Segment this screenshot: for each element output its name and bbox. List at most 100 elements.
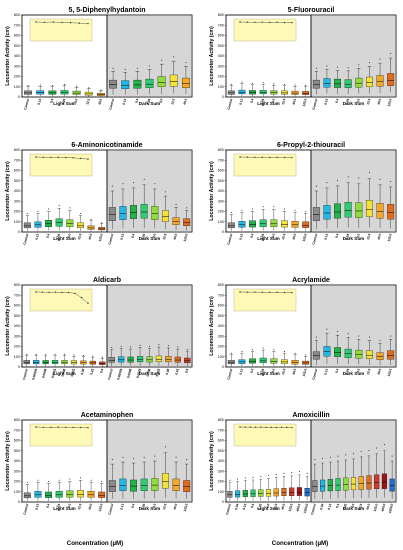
- box-light-6: [273, 488, 279, 497]
- box-light-2: [249, 358, 257, 364]
- y-tick-label: 600: [14, 304, 20, 308]
- outlier-point: [48, 208, 50, 210]
- box-light-2: [242, 490, 248, 498]
- box-light-0: [227, 491, 233, 498]
- outlier-point: [241, 209, 243, 211]
- box-dark-1: [323, 205, 331, 220]
- box-light-2: [249, 220, 257, 228]
- box-dark-2: [130, 205, 138, 219]
- outlier-point: [26, 481, 28, 483]
- category-tick-label: 0.13: [37, 98, 43, 105]
- outlier-point: [79, 477, 81, 479]
- y-tick-label: 700: [218, 23, 224, 27]
- category-tick-label: 12.5: [273, 503, 279, 510]
- inset-point: [254, 156, 256, 158]
- outlier-point: [101, 222, 103, 224]
- outlier-point: [35, 353, 37, 355]
- inset-point: [67, 291, 70, 294]
- inset-point: [57, 426, 59, 428]
- category-tick-label: 4.0: [152, 503, 157, 509]
- box-dark-0: [108, 480, 116, 492]
- y-tick-label: 800: [14, 283, 20, 287]
- inset-point: [244, 426, 246, 428]
- box-light-0: [23, 492, 31, 499]
- box-light-2: [249, 90, 257, 95]
- category-tick-label: 12.5: [366, 233, 372, 240]
- category-tick-label: 40.0: [173, 503, 179, 510]
- category-tick-label: 0.4: [250, 368, 255, 374]
- y-tick-label: 0: [18, 95, 20, 99]
- box-light-3: [60, 90, 69, 95]
- box-light-2: [48, 90, 57, 95]
- outlier-point: [237, 478, 239, 480]
- outlier-point: [305, 354, 307, 356]
- box-light-4: [66, 490, 74, 498]
- category-tick-label: 0.13: [119, 503, 125, 510]
- box-light-2: [45, 220, 53, 228]
- inset-line: [239, 156, 293, 158]
- chart-panel: 5-Fluorouracil Locomotor Activity (cm) 0 10…: [209, 7, 397, 110]
- box-light-4: [270, 90, 278, 95]
- inset-point: [283, 291, 286, 294]
- inset-line: [35, 426, 89, 428]
- y-tick-label: 300: [218, 199, 224, 203]
- category-tick-label: 40.0: [88, 503, 94, 510]
- outlier-point: [149, 345, 150, 347]
- inset-point: [280, 426, 283, 428]
- y-tick-label: 500: [218, 179, 224, 183]
- outlier-point: [124, 68, 126, 70]
- outlier-point: [273, 83, 275, 85]
- outlier-point: [391, 455, 393, 457]
- category-tick-label: 125.0: [183, 233, 189, 242]
- y-tick-label: 800: [14, 148, 20, 152]
- inset-point: [291, 156, 293, 159]
- category-tick-label: 40.0: [88, 233, 94, 240]
- category-tick-label: 0.4: [131, 503, 136, 509]
- y-tick-label: 300: [14, 64, 20, 68]
- outlier-point: [390, 335, 392, 337]
- category-tick-label: 125.0: [98, 503, 104, 512]
- inset-point: [261, 156, 263, 158]
- category-tick-label: 1.25: [345, 233, 351, 240]
- inset-point: [74, 292, 76, 295]
- category-tick-label: 1.25: [141, 503, 147, 510]
- inset-point: [54, 291, 57, 293]
- box-light-8: [289, 487, 295, 497]
- box-dark-4: [151, 206, 159, 220]
- box-dark-3: [140, 478, 148, 491]
- outlier-point: [260, 476, 262, 478]
- category-tick-label: 1.25: [257, 503, 263, 510]
- outlier-point: [360, 450, 362, 452]
- category-tick-label: 0.4: [250, 233, 255, 239]
- x-axis-label-left: Concentration (µM): [67, 540, 124, 547]
- y-tick-label: 600: [14, 169, 20, 173]
- category-tick-label: 4.0: [356, 368, 361, 374]
- outlier-point: [76, 85, 78, 87]
- box-light-3: [259, 357, 267, 364]
- category-tick-label: 125.0: [183, 503, 189, 512]
- y-axis-label: Locomotor Activity (cm): [5, 431, 11, 491]
- outlier-point: [164, 191, 166, 193]
- y-tick-label: 600: [218, 34, 224, 38]
- outlier-point: [262, 206, 264, 208]
- y-tick-label: 200: [218, 345, 224, 349]
- category-tick-label: Control: [311, 98, 318, 110]
- y-tick-label: 300: [14, 469, 20, 473]
- outlier-point: [37, 479, 39, 481]
- category-tick-label: 1.25: [56, 233, 62, 240]
- outlier-point: [27, 85, 29, 87]
- inset-point: [239, 21, 241, 23]
- outlier-point: [58, 479, 60, 481]
- inset-point: [41, 291, 44, 293]
- category-tick-label: 0.08: [165, 368, 171, 375]
- outlier-point: [315, 67, 317, 69]
- box-light-4: [270, 358, 278, 364]
- chart-panel: 6-Aminonicotinamide Locomotor Activity (c…: [5, 142, 193, 245]
- outlier-point: [69, 478, 71, 480]
- category-tick-label: 0.008: [146, 368, 152, 377]
- category-tick-label: Control: [226, 98, 233, 110]
- chart-panel: 5, 5-Diphenylhydantoin Locomotor Activity…: [5, 7, 193, 110]
- inset-point: [42, 426, 45, 428]
- outlier-point: [241, 81, 243, 83]
- box-light-1: [33, 360, 40, 365]
